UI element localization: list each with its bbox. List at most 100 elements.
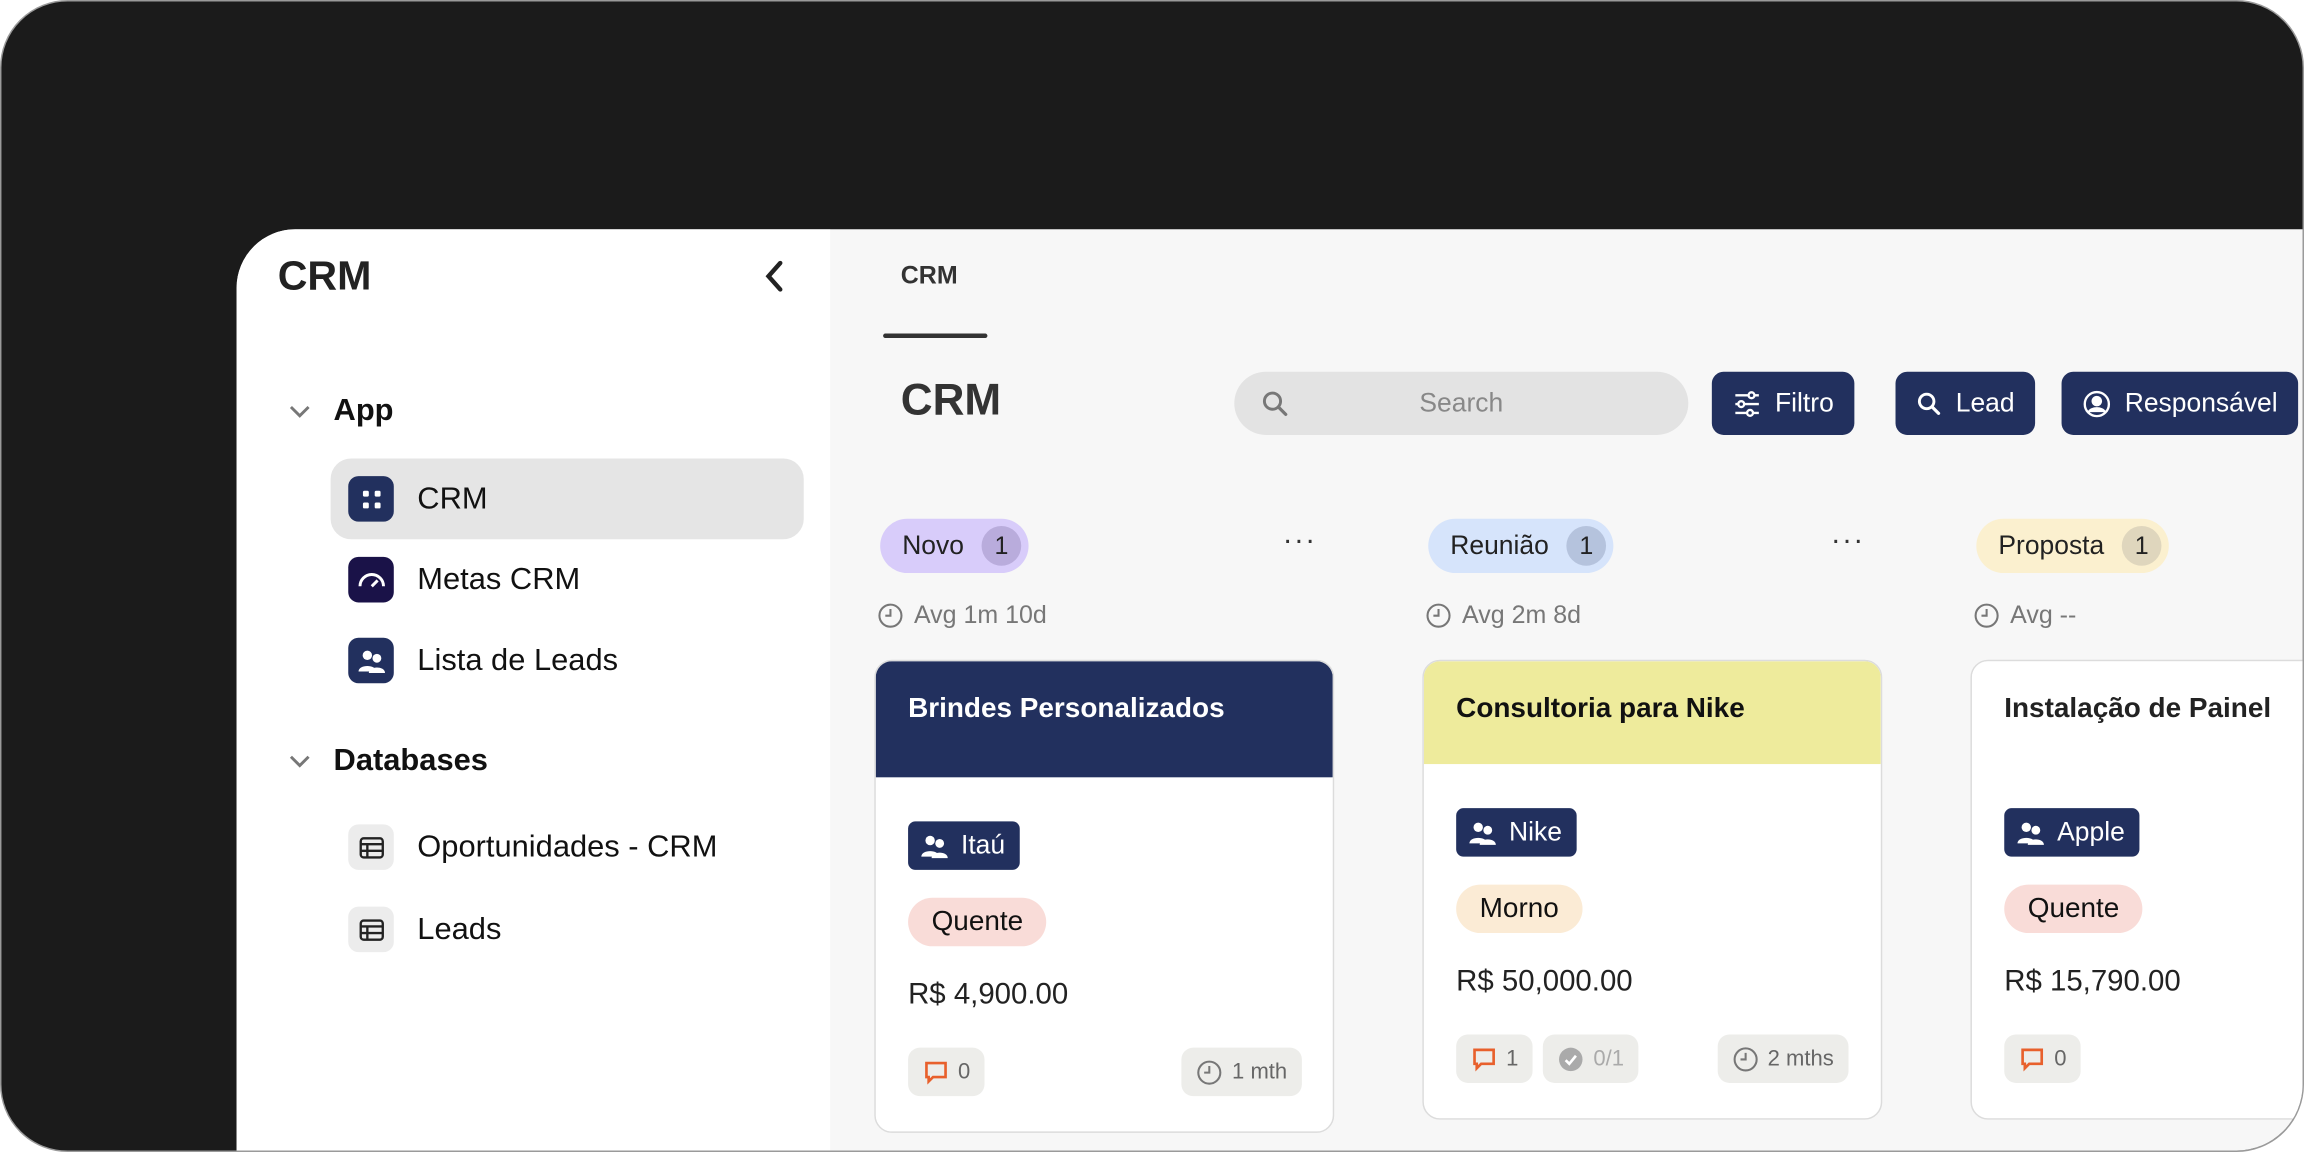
- owner-button-label: Responsável: [2124, 387, 2278, 418]
- company-name: Nike: [1509, 816, 1562, 847]
- stage-pill: Reunião 1: [1428, 518, 1614, 574]
- avg-label: Avg 1m 10d: [913, 600, 1047, 629]
- sidebar-item-leads[interactable]: Leads: [331, 889, 804, 970]
- chevron-down-icon: [289, 755, 310, 768]
- chevron-left-icon: [765, 260, 783, 292]
- table-icon: [348, 824, 394, 870]
- user-circle-icon: [2083, 390, 2111, 417]
- users-icon: [1469, 821, 1496, 845]
- temperature-badge: Quente: [908, 897, 1047, 947]
- age-chip: 1 mth: [1182, 1047, 1302, 1097]
- card-title: Brindes Personalizados: [875, 661, 1333, 778]
- sliders-icon: [1735, 390, 1759, 417]
- sidebar-item-oportunidades-crm[interactable]: Oportunidades - CRM: [331, 807, 804, 888]
- clock-icon: [1197, 1059, 1223, 1084]
- temperature-badge: Morno: [1456, 884, 1583, 934]
- grid-icon: [348, 476, 394, 522]
- stage-name: Proposta: [1998, 530, 2105, 560]
- collapse-sidebar-button[interactable]: [757, 256, 792, 297]
- active-tab-indicator: [883, 333, 988, 338]
- stage-pill: Proposta 1: [1976, 518, 2169, 574]
- sidebar-item-label: Leads: [417, 911, 502, 946]
- deal-card[interactable]: Consultoria para Nike Nike Morno R$ 50,0…: [1422, 659, 1883, 1120]
- age-label: 2 mths: [1767, 1046, 1834, 1072]
- app-panel: CRM App CRM Metas CRM Lista de Leads Dat…: [236, 229, 2303, 1151]
- page-title: CRM: [900, 376, 1002, 425]
- table-icon: [348, 906, 394, 953]
- clock-icon: [878, 603, 903, 628]
- lead-button-label: Lead: [1955, 387, 2015, 418]
- avg-time: Avg 1m 10d: [877, 601, 1047, 630]
- company-name: Apple: [2057, 816, 2125, 847]
- avg-time: Avg --: [1973, 601, 2076, 630]
- comment-count: 0: [2054, 1046, 2067, 1072]
- comments-chip[interactable]: 1: [1456, 1034, 1534, 1083]
- main-content: CRM CRM Filtro Lead Responsável Novo 1 ·…: [830, 229, 2303, 1150]
- comment-icon: [925, 1061, 947, 1084]
- stage-count: 1: [2121, 526, 2162, 566]
- avg-label: Avg 2m 8d: [1462, 600, 1582, 629]
- users-icon: [921, 835, 948, 858]
- comment-icon: [2021, 1047, 2044, 1071]
- temperature-badge: Quente: [2004, 884, 2143, 934]
- company-tag[interactable]: Itaú: [908, 821, 1020, 870]
- comment-count: 0: [958, 1059, 971, 1085]
- column-menu-button[interactable]: ···: [1282, 524, 1317, 557]
- deal-card[interactable]: Instalação de Painel Apple Quente R$ 15,…: [1970, 659, 2303, 1120]
- stage-name: Reunião: [1450, 530, 1549, 560]
- sidebar-item-label: Metas CRM: [417, 562, 581, 596]
- age-label: 1 mth: [1232, 1059, 1288, 1085]
- sidebar: CRM App CRM Metas CRM Lista de Leads Dat…: [236, 229, 831, 1151]
- filter-button-label: Filtro: [1775, 387, 1834, 418]
- tab-crm[interactable]: CRM: [900, 261, 958, 290]
- tasks-chip[interactable]: 0/1: [1543, 1034, 1639, 1083]
- comments-chip[interactable]: 0: [2004, 1034, 2082, 1083]
- section-app[interactable]: App: [287, 394, 394, 429]
- company-tag[interactable]: Nike: [1456, 808, 1577, 857]
- tasks-count: 0/1: [1593, 1046, 1624, 1072]
- comment-count: 1: [1506, 1046, 1519, 1072]
- sidebar-item-label: Lista de Leads: [417, 642, 619, 677]
- stage-count: 1: [1566, 526, 1607, 566]
- sidebar-item-label: Oportunidades - CRM: [417, 829, 718, 864]
- sidebar-item-crm[interactable]: CRM: [330, 458, 804, 540]
- deal-value: R$ 15,790.00: [2004, 965, 2181, 998]
- deal-value: R$ 50,000.00: [1456, 965, 1633, 998]
- stage-pill: Novo 1: [880, 518, 1029, 574]
- sidebar-item-lista-de-leads[interactable]: Lista de Leads: [331, 620, 804, 701]
- column-menu-button[interactable]: ···: [1830, 524, 1865, 557]
- deal-card[interactable]: Brindes Personalizados Itaú Quente R$ 4,…: [874, 659, 1335, 1133]
- comment-icon: [1473, 1047, 1495, 1071]
- search-icon: [1262, 390, 1288, 416]
- company-tag[interactable]: Apple: [2004, 808, 2140, 857]
- search-input[interactable]: [1290, 386, 1689, 421]
- section-label: Databases: [333, 743, 488, 778]
- clock-icon: [1426, 603, 1451, 628]
- deal-value: R$ 4,900.00: [908, 978, 1069, 1011]
- gauge-icon: [348, 556, 394, 603]
- avg-label: Avg --: [2010, 600, 2077, 629]
- check-circle-icon: [1559, 1046, 1584, 1071]
- stage-name: Novo: [902, 530, 964, 560]
- search-icon: [1917, 391, 1941, 415]
- search-box[interactable]: [1234, 371, 1689, 435]
- avg-time: Avg 2m 8d: [1425, 601, 1581, 630]
- chevron-down-icon: [289, 405, 310, 418]
- clock-icon: [1733, 1046, 1758, 1071]
- card-title: Consultoria para Nike: [1423, 661, 1881, 765]
- age-chip: 2 mths: [1717, 1034, 1849, 1083]
- section-databases[interactable]: Databases: [287, 744, 488, 779]
- comments-chip[interactable]: 0: [908, 1047, 985, 1097]
- lead-search-button[interactable]: Lead: [1895, 371, 2036, 435]
- card-title: Instalação de Painel: [1971, 661, 2303, 765]
- clock-icon: [1974, 603, 1999, 628]
- sidebar-item-metas-crm[interactable]: Metas CRM: [331, 539, 804, 620]
- stage-count: 1: [981, 526, 1022, 566]
- company-name: Itaú: [960, 830, 1006, 860]
- section-label: App: [333, 393, 394, 428]
- owner-button[interactable]: Responsável: [2061, 371, 2299, 435]
- users-icon: [348, 637, 394, 684]
- sidebar-title: CRM: [277, 252, 372, 299]
- filter-button[interactable]: Filtro: [1711, 371, 1855, 435]
